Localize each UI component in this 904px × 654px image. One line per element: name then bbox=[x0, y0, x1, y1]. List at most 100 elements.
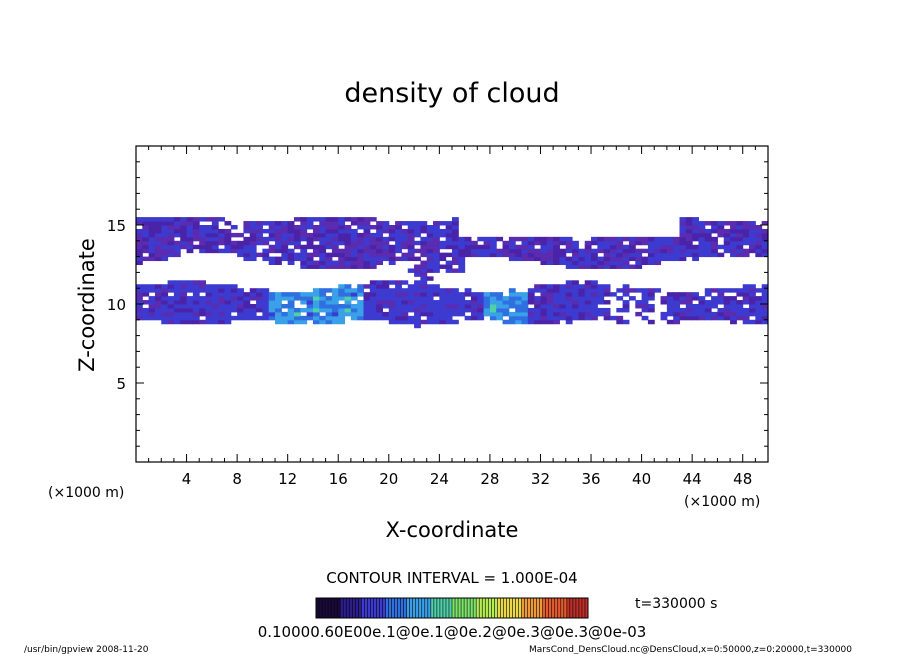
density-cell bbox=[610, 260, 617, 265]
density-cell bbox=[660, 236, 668, 242]
density-cell bbox=[192, 225, 200, 230]
density-cell bbox=[458, 256, 466, 262]
density-cell bbox=[578, 307, 586, 313]
density-cell bbox=[452, 221, 459, 226]
density-cell bbox=[610, 292, 617, 297]
density-cell bbox=[742, 228, 750, 234]
density-cell bbox=[685, 225, 693, 230]
density-cell bbox=[464, 288, 472, 293]
density-cell bbox=[325, 232, 333, 238]
density-cell bbox=[199, 300, 207, 305]
density-cell bbox=[319, 304, 327, 309]
density-cell bbox=[262, 248, 270, 254]
density-cell bbox=[622, 236, 630, 242]
density-cell bbox=[515, 307, 523, 313]
density-cell bbox=[312, 217, 320, 222]
density-cell bbox=[470, 292, 478, 297]
density-cell bbox=[388, 225, 396, 230]
density-cell bbox=[692, 315, 699, 321]
density-cell bbox=[230, 284, 238, 289]
density-cell bbox=[230, 307, 238, 313]
density-cell bbox=[338, 221, 346, 226]
density-cell bbox=[312, 225, 320, 230]
colorbar-swatch bbox=[464, 598, 468, 618]
density-cell bbox=[199, 280, 207, 285]
density-cell bbox=[173, 292, 181, 297]
density-cell bbox=[666, 240, 674, 246]
density-cell bbox=[148, 232, 156, 238]
density-cell bbox=[426, 276, 434, 281]
density-cell bbox=[420, 236, 428, 242]
colorbar-swatch bbox=[473, 598, 477, 618]
density-cell bbox=[426, 244, 434, 250]
density-cell bbox=[572, 284, 579, 289]
density-cell bbox=[647, 288, 655, 293]
density-cell bbox=[698, 225, 706, 230]
density-cell bbox=[256, 296, 263, 301]
density-cell bbox=[755, 248, 763, 254]
y-tick-label: 10 bbox=[107, 296, 126, 314]
density-cell bbox=[692, 311, 699, 317]
colorbar-swatch bbox=[452, 598, 456, 618]
colorbar-swatch bbox=[515, 598, 519, 618]
density-cell bbox=[268, 248, 276, 254]
density-cell bbox=[281, 248, 289, 254]
density-cell bbox=[218, 307, 225, 313]
density-cell bbox=[464, 248, 472, 254]
x-tick-label: 20 bbox=[379, 470, 398, 488]
density-cell bbox=[616, 256, 624, 262]
density-cell bbox=[591, 260, 598, 265]
density-cell bbox=[496, 248, 504, 254]
density-cell bbox=[704, 315, 712, 321]
colorbar-swatch bbox=[548, 598, 553, 618]
density-cell bbox=[521, 248, 529, 254]
density-cell bbox=[673, 240, 681, 246]
density-cell bbox=[230, 240, 238, 246]
density-cell bbox=[433, 236, 440, 242]
density-cell bbox=[161, 284, 169, 289]
density-cell bbox=[395, 232, 402, 238]
density-cell bbox=[521, 296, 529, 301]
density-cell bbox=[369, 284, 377, 289]
density-cell bbox=[211, 296, 219, 301]
density-cell bbox=[464, 240, 472, 246]
density-cell bbox=[553, 236, 560, 242]
density-cell bbox=[369, 260, 377, 265]
density-cell bbox=[148, 252, 156, 258]
density-cell bbox=[704, 232, 712, 238]
density-cell bbox=[591, 311, 598, 317]
density-cell bbox=[338, 311, 346, 317]
density-cell bbox=[325, 240, 333, 246]
density-cell bbox=[306, 256, 314, 262]
density-cell bbox=[635, 300, 643, 305]
density-cell bbox=[597, 300, 605, 305]
density-cell bbox=[553, 292, 560, 297]
density-cell bbox=[597, 311, 605, 317]
density-cell bbox=[180, 315, 188, 321]
density-cell bbox=[407, 256, 415, 262]
density-cell bbox=[597, 244, 605, 250]
density-cell bbox=[382, 280, 390, 285]
density-cell bbox=[458, 292, 466, 297]
density-cell bbox=[148, 221, 156, 226]
density-cell bbox=[350, 252, 358, 258]
density-cell bbox=[199, 248, 207, 254]
density-cell bbox=[470, 244, 478, 250]
density-cell bbox=[736, 315, 744, 321]
density-cell bbox=[445, 240, 453, 246]
colorbar-swatch bbox=[566, 598, 571, 618]
density-cell bbox=[685, 240, 693, 246]
density-cell bbox=[300, 292, 308, 297]
density-cell bbox=[319, 232, 327, 238]
density-cell bbox=[685, 292, 693, 297]
density-cell bbox=[666, 244, 674, 250]
density-cell bbox=[426, 296, 434, 301]
density-cell bbox=[439, 221, 447, 226]
density-cell bbox=[325, 296, 333, 301]
density-cell bbox=[344, 236, 352, 242]
density-cell bbox=[641, 315, 649, 321]
density-cell bbox=[350, 296, 358, 301]
colorbar-swatch bbox=[458, 598, 462, 618]
colorbar-swatch bbox=[400, 598, 404, 618]
